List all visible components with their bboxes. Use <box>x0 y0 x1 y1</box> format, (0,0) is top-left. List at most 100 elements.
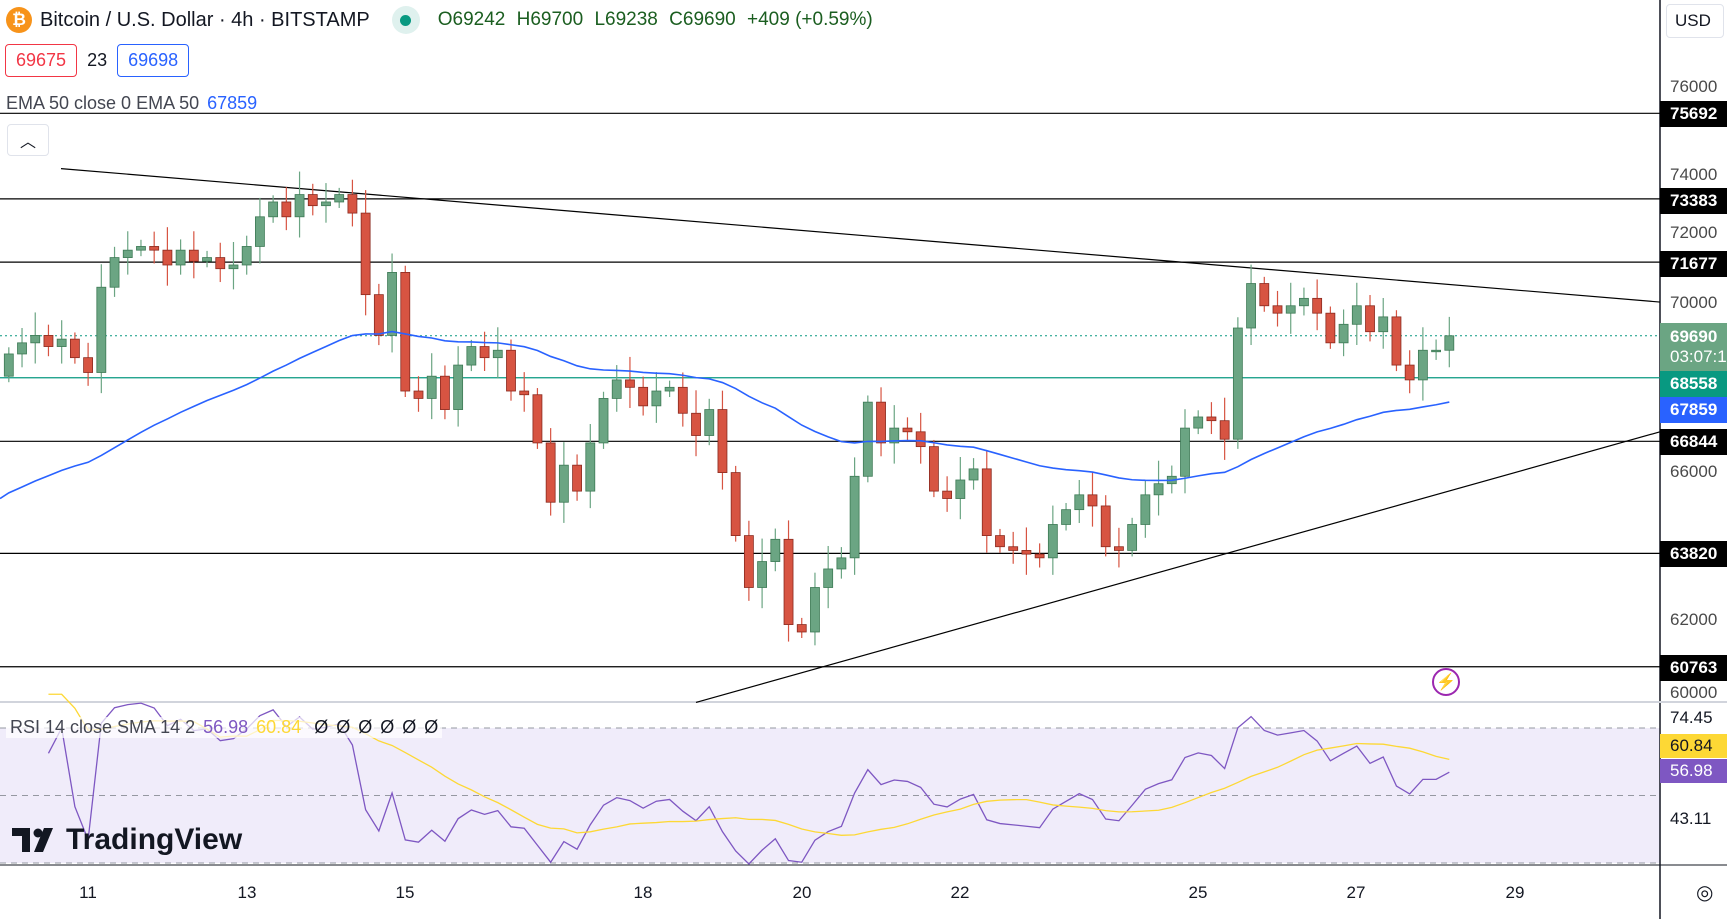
candle-up <box>862 401 873 477</box>
candle-up <box>1338 323 1349 344</box>
time-label: 18 <box>633 883 653 902</box>
candle-down <box>1206 416 1217 422</box>
null-value: Ø <box>358 717 373 737</box>
time-label: 25 <box>1188 883 1208 902</box>
low-value: L69238 <box>594 9 658 30</box>
lightning-icon[interactable]: ⚡ <box>1432 668 1460 696</box>
candle-down <box>691 412 701 436</box>
currency-selector[interactable]: USD <box>1666 4 1724 38</box>
candle-down <box>479 346 490 359</box>
eye-icon[interactable]: ◎ <box>1696 882 1714 904</box>
candle-up <box>889 427 900 444</box>
candle-up <box>334 194 345 203</box>
open-value: O69242 <box>437 9 506 30</box>
candle-up <box>56 338 67 347</box>
candle-down <box>281 201 292 218</box>
rsi-value: 56.98 <box>203 717 249 737</box>
candle-up <box>1180 427 1190 477</box>
candle-up <box>1232 327 1243 440</box>
bitcoin-icon: ₿ <box>6 7 32 33</box>
logo-text: TradingView <box>66 823 243 856</box>
sell-button[interactable]: 69675 <box>5 44 78 77</box>
price-tick: 70000 <box>1670 293 1718 312</box>
candle-up <box>175 249 186 266</box>
candle-up <box>241 246 252 266</box>
candle-up <box>1444 335 1455 351</box>
candle-up <box>823 568 834 588</box>
symbol-title[interactable]: Bitcoin / U.S. Dollar · 4h · BITSTAMP <box>40 8 370 31</box>
price-tick: 60000 <box>1670 683 1718 702</box>
candle-up <box>136 246 146 251</box>
candle-down <box>188 249 199 262</box>
candle-down <box>1219 420 1230 440</box>
candle-up <box>1061 509 1071 525</box>
null-value: Ø <box>314 717 329 737</box>
trendline <box>60 168 1661 303</box>
level-label: 73383 <box>1660 188 1727 214</box>
candle-up <box>664 386 675 392</box>
candle-up <box>849 475 860 559</box>
candle-down <box>43 335 54 347</box>
candle-up <box>651 390 662 407</box>
market-status-icon[interactable] <box>391 6 420 34</box>
candle-up <box>255 216 265 247</box>
candle-up <box>122 249 133 258</box>
candle-countdown: 03:07:1 <box>1670 347 1727 366</box>
buy-button[interactable]: 69698 <box>117 44 190 77</box>
null-value: Ø <box>380 717 395 737</box>
rsi-sma-value: 60.84 <box>256 717 302 737</box>
candle-down <box>730 472 741 536</box>
candle-down <box>1272 305 1283 314</box>
candle-up <box>3 353 14 377</box>
candle-down <box>215 257 226 270</box>
rsi-value-label: 56.98 <box>1660 759 1727 783</box>
level-label: 60763 <box>1660 655 1727 681</box>
candle-down <box>373 294 384 336</box>
level-label: 63820 <box>1660 541 1727 567</box>
candle-down <box>1404 364 1415 381</box>
time-label: 13 <box>237 883 257 902</box>
candle-up <box>558 464 569 503</box>
candle-up <box>611 379 622 399</box>
candle-up <box>387 272 397 336</box>
candle-down <box>929 446 939 492</box>
candle-up <box>1351 305 1362 325</box>
time-label: 20 <box>792 883 812 902</box>
candle-down <box>400 272 411 392</box>
time-label: 22 <box>950 883 970 902</box>
candle-up <box>294 194 305 218</box>
candle-down <box>995 535 1005 548</box>
candle-down <box>677 386 688 414</box>
ema-legend[interactable]: EMA 50 close 0 EMA 50 67859 <box>6 93 257 114</box>
ema-label: EMA 50 close 0 EMA 50 <box>6 93 200 113</box>
tradingview-logo[interactable]: TradingView <box>12 823 242 857</box>
candle-down <box>413 390 424 399</box>
trendline <box>695 431 1661 703</box>
candle-down <box>783 538 794 625</box>
spread-value: 23 <box>87 50 108 70</box>
rsi-low-label: 43.11 <box>1670 809 1712 828</box>
candle-down <box>1087 494 1098 507</box>
candle-up <box>1127 524 1138 551</box>
candle-down <box>638 386 649 407</box>
candle-down <box>1391 316 1402 366</box>
teal-level-label: 68558 <box>1660 371 1727 397</box>
candle-down <box>519 390 530 396</box>
candle-down <box>1021 550 1032 555</box>
candle-up <box>704 409 715 436</box>
candle-down <box>942 490 953 499</box>
candle-down <box>743 535 754 588</box>
candle-down <box>69 338 80 359</box>
chevron-up-icon: ︿ <box>19 134 36 151</box>
candle-down <box>307 194 318 207</box>
candle-up <box>96 286 107 373</box>
candle-up <box>109 257 120 288</box>
price-tick: 72000 <box>1670 223 1718 242</box>
ema-line <box>0 330 1450 500</box>
candle-up <box>1417 349 1428 381</box>
collapse-legend-button[interactable]: ︿ <box>7 124 49 156</box>
null-value: Ø <box>336 717 351 737</box>
candle-down <box>1034 553 1045 559</box>
